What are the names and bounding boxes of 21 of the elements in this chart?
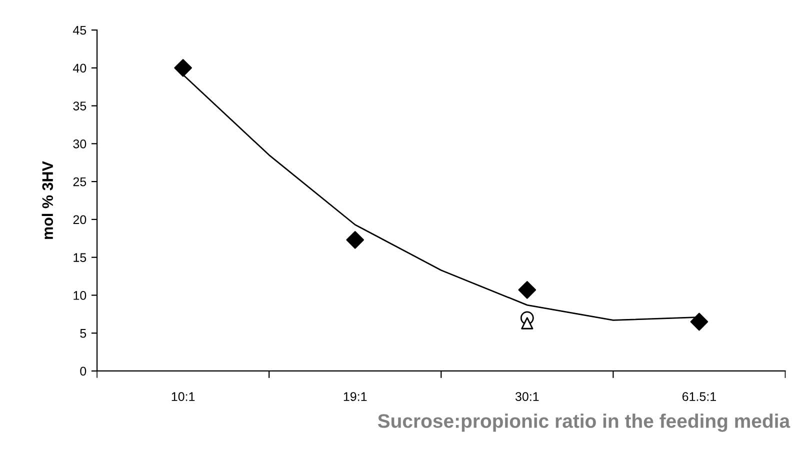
y-axis-title: mol % 3HV xyxy=(42,161,54,239)
point xyxy=(518,281,536,299)
x-tick-label: 30:1 xyxy=(515,392,539,401)
y-tick-label: 25 xyxy=(73,177,86,186)
y-tick-label: 10 xyxy=(74,291,86,300)
y-tick-label: 40 xyxy=(73,64,86,73)
y-tick-label: 45 xyxy=(73,26,86,35)
y-tick-label: 30 xyxy=(73,139,86,148)
point xyxy=(690,312,708,331)
x-axis-title: Sucrose:propionic ratio in the feeding media xyxy=(378,414,790,432)
y-tick-label: 5 xyxy=(80,329,86,338)
y-tick-label: 35 xyxy=(73,102,86,110)
point xyxy=(346,230,364,249)
x-tick-label: 19:1 xyxy=(344,392,367,401)
x-tick-label: 61.5:1 xyxy=(682,392,716,401)
point xyxy=(174,59,192,77)
y-tick-label: 15 xyxy=(74,253,86,262)
x-tick-label: 10:1 xyxy=(172,392,195,401)
y-tick-label: 0 xyxy=(80,366,86,376)
y-tick-label: 20 xyxy=(73,215,86,224)
point xyxy=(521,317,534,330)
